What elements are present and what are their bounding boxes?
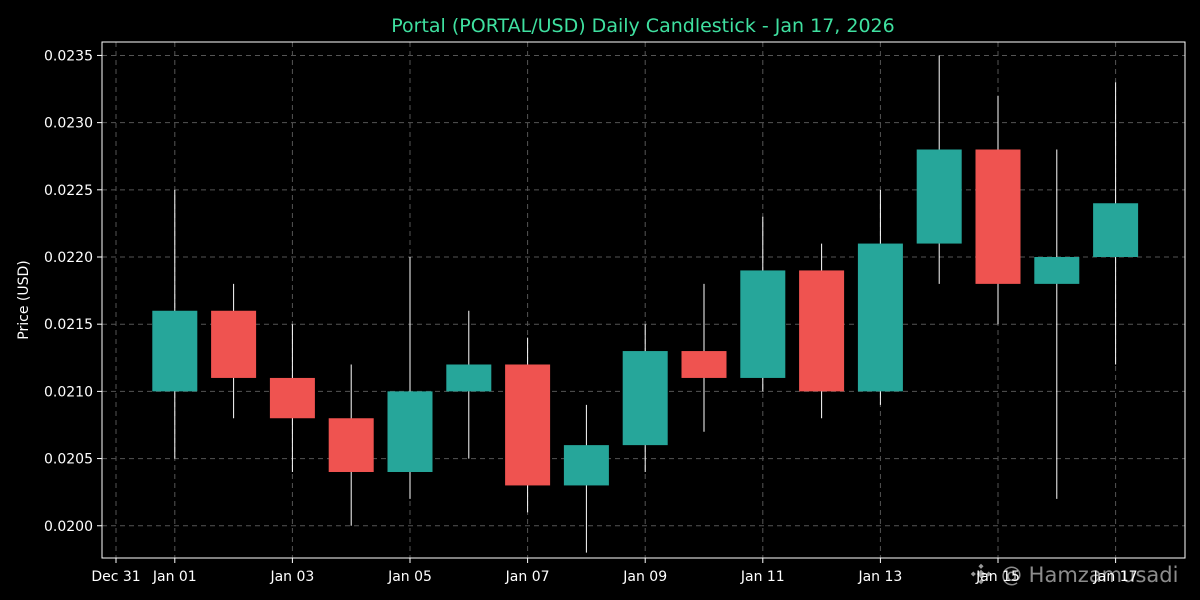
candle-body-up — [152, 310, 198, 392]
candle-body-up — [857, 243, 903, 392]
y-tick-label: 0.0205 — [44, 452, 93, 468]
candle-body-down — [975, 149, 1021, 284]
candle-body-up — [563, 445, 609, 486]
candle-body-up — [622, 351, 668, 446]
watermark-text: @ Hamzamusadi — [1001, 563, 1178, 587]
y-tick-label: 0.0200 — [44, 519, 93, 535]
y-tick-label: 0.0210 — [44, 384, 93, 400]
watermark: @ Hamzamusadi — [970, 563, 1178, 587]
y-tick-label: 0.0220 — [44, 250, 93, 266]
x-tick-label: Dec 31 — [91, 569, 140, 585]
y-axis: 0.0200 0.0205 0.0210 0.0215 0.0220 0.0225 0.02… — [44, 48, 102, 535]
candle-body-down — [269, 377, 315, 419]
candle-body-up — [387, 391, 433, 472]
y-tick-label: 0.0230 — [44, 116, 93, 132]
candle-body-down — [505, 364, 551, 486]
candle-body-up — [1093, 203, 1139, 257]
chart-title: Portal (PORTAL/USD) Daily Candlestick - … — [391, 15, 894, 37]
x-tick-label: Jan 03 — [269, 569, 314, 585]
x-tick-label: Jan 07 — [505, 569, 550, 585]
candle-body-down — [211, 310, 257, 378]
candle-body-up — [1034, 257, 1080, 284]
candle-body-down — [799, 270, 845, 392]
candle-body-down — [328, 418, 374, 472]
x-tick-label: Jan 13 — [857, 569, 902, 585]
x-tick-label: Jan 05 — [387, 569, 432, 585]
plot-frame — [101, 41, 1186, 559]
candle-body-up — [446, 364, 492, 392]
y-axis-label: Price (USD) — [16, 260, 32, 339]
y-tick-label: 0.0215 — [44, 317, 93, 333]
candle-body-up — [916, 149, 962, 244]
x-tick-label: Jan 09 — [622, 569, 667, 585]
x-tick-label: Jan 11 — [740, 569, 785, 585]
candle-body-down — [681, 351, 727, 378]
x-tick-label: Jan 17 — [1093, 569, 1138, 585]
x-axis: Dec 31 Jan 01 Jan 03 Jan 05 Jan 07 Jan 09 Jan … — [91, 558, 1138, 585]
x-tick-label: Jan 01 — [152, 569, 197, 585]
candle-bodies — [152, 149, 1139, 486]
y-tick-label: 0.0235 — [44, 48, 93, 64]
y-tick-label: 0.0225 — [44, 183, 93, 199]
candle-body-up — [740, 270, 786, 378]
x-tick-label: Jan 15 — [975, 569, 1020, 585]
